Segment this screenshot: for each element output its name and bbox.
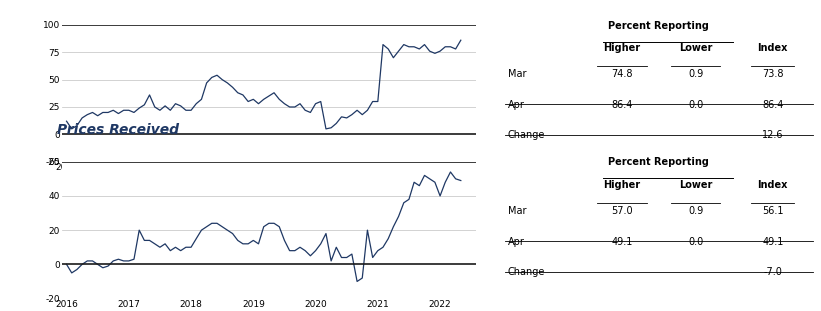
Text: 0.9: 0.9 (688, 69, 704, 79)
Text: Lower: Lower (679, 180, 713, 190)
Text: Mar: Mar (508, 206, 526, 216)
Text: 86.4: 86.4 (762, 100, 783, 110)
Text: 74.8: 74.8 (611, 69, 633, 79)
Text: Index: Index (758, 43, 788, 53)
Text: 0.9: 0.9 (688, 206, 704, 216)
Text: Higher: Higher (603, 180, 640, 190)
Text: Higher: Higher (603, 43, 640, 53)
Text: 12.6: 12.6 (762, 131, 783, 141)
Text: 73.8: 73.8 (762, 69, 783, 79)
Text: Change: Change (508, 267, 545, 277)
Text: Change: Change (508, 131, 545, 141)
Text: Apr: Apr (508, 100, 525, 110)
Text: 0.0: 0.0 (688, 237, 704, 247)
Text: Percent Reporting: Percent Reporting (608, 21, 709, 30)
Text: Index: Index (758, 180, 788, 190)
Text: 57.0: 57.0 (611, 206, 633, 216)
Text: -7.0: -7.0 (764, 267, 782, 277)
Text: Lower: Lower (679, 43, 713, 53)
Text: Apr: Apr (508, 237, 525, 247)
Text: 56.1: 56.1 (762, 206, 783, 216)
Text: 86.4: 86.4 (611, 100, 633, 110)
Text: 49.1: 49.1 (611, 237, 633, 247)
Text: Percent Reporting: Percent Reporting (608, 157, 709, 167)
Text: Prices Received: Prices Received (57, 123, 180, 137)
Text: 49.1: 49.1 (762, 237, 783, 247)
Text: Mar: Mar (508, 69, 526, 79)
Text: 0.0: 0.0 (688, 100, 704, 110)
